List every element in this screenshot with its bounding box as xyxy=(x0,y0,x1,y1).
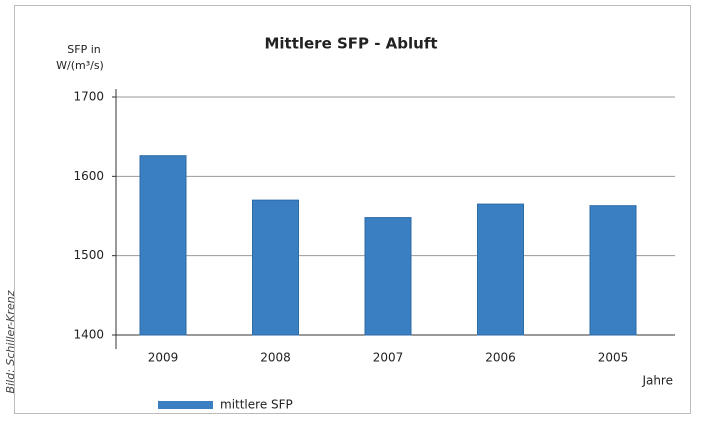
bar xyxy=(139,155,187,336)
x-axis-label: Jahre xyxy=(641,374,673,388)
x-tick-label: 2009 xyxy=(148,351,179,365)
legend-swatch xyxy=(158,401,213,409)
x-tick-label: 2008 xyxy=(260,351,291,365)
bar xyxy=(589,205,637,336)
chart-title: Mittlere SFP - Abluft xyxy=(264,35,437,53)
y-axis-label: W/(m³/s) xyxy=(56,59,104,72)
x-tick-label: 2005 xyxy=(598,351,629,365)
x-tick-label: 2006 xyxy=(485,351,516,365)
y-axis-label: SFP in xyxy=(67,43,100,56)
bar xyxy=(252,199,299,336)
bar xyxy=(364,217,412,336)
bar xyxy=(477,203,524,336)
y-tick-label: 1600 xyxy=(73,169,104,183)
chart-frame xyxy=(14,5,691,414)
x-tick-label: 2007 xyxy=(373,351,404,365)
credit: Bild: Schiller-Krenz xyxy=(4,290,17,393)
y-tick-label: 1500 xyxy=(73,248,104,262)
y-tick-label: 1700 xyxy=(73,90,104,104)
y-tick-label: 1400 xyxy=(73,328,104,342)
legend-label: mittlere SFP xyxy=(220,398,293,412)
